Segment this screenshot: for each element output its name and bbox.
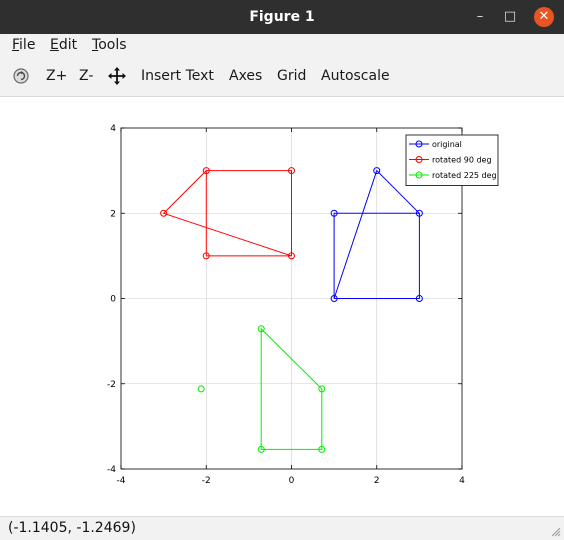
zoom-out-button[interactable]: Z- bbox=[79, 68, 94, 84]
grid-button[interactable]: Grid bbox=[277, 68, 307, 84]
menu-edit-mnemonic: E bbox=[50, 37, 59, 53]
menu-file-mnemonic: F bbox=[12, 37, 20, 53]
data-point bbox=[330, 209, 338, 217]
minimize-button[interactable]: – bbox=[476, 9, 484, 24]
window-title: Figure 1 bbox=[249, 9, 315, 25]
window-titlebar[interactable]: Figure 1 – □ ✕ bbox=[0, 0, 564, 34]
x-tick-label: 4 bbox=[459, 476, 465, 486]
plot-canvas[interactable]: -4 -2 0 2 4 -4 -2 0 2 4 original rotated 90 deg rot… bbox=[0, 97, 564, 516]
data-point bbox=[202, 167, 210, 175]
series-line bbox=[162, 170, 292, 257]
menu-file[interactable]: File bbox=[12, 37, 35, 53]
legend-swatch-marker bbox=[415, 140, 423, 148]
data-point bbox=[257, 325, 265, 333]
data-point bbox=[318, 445, 326, 453]
menu-edit-label: dit bbox=[58, 37, 78, 53]
data-point bbox=[288, 167, 295, 175]
statusbar: (-1.1405, -1.2469) bbox=[0, 516, 564, 540]
insert-text-button[interactable]: Insert Text bbox=[141, 68, 214, 84]
data-point bbox=[415, 209, 423, 217]
y-tick-label: 2 bbox=[110, 209, 116, 219]
data-point bbox=[373, 167, 381, 175]
data-point bbox=[288, 252, 295, 260]
y-tick-label: -2 bbox=[107, 380, 116, 390]
series-line bbox=[333, 169, 420, 299]
ticks: -4 -2 0 2 4 -4 -2 0 2 4 bbox=[107, 124, 465, 486]
menubar: File Edit Tools bbox=[0, 34, 564, 58]
maximize-button[interactable]: □ bbox=[503, 9, 517, 24]
data-point bbox=[415, 295, 423, 302]
cursor-coordinates: (-1.1405, -1.2469) bbox=[8, 520, 136, 536]
legend-swatch-marker bbox=[415, 156, 423, 163]
close-button[interactable]: ✕ bbox=[534, 7, 554, 27]
data-point bbox=[330, 295, 338, 302]
data-point bbox=[160, 209, 168, 217]
menu-file-label: ile bbox=[19, 37, 36, 53]
menu-tools-label: ools bbox=[98, 37, 127, 53]
y-tick-label: -4 bbox=[107, 465, 116, 475]
legend-label: original bbox=[432, 140, 462, 149]
chart[interactable]: -4 -2 0 2 4 -4 -2 0 2 4 original rotated 90 deg rot… bbox=[0, 97, 564, 516]
data-point bbox=[202, 252, 210, 260]
x-tick-label: 2 bbox=[374, 476, 380, 486]
x-tick-label: -4 bbox=[117, 476, 126, 486]
resize-grip-icon[interactable] bbox=[551, 527, 561, 537]
menu-tools-mnemonic: T bbox=[92, 37, 99, 53]
pan-icon[interactable] bbox=[108, 67, 126, 85]
legend-label: rotated 90 deg bbox=[432, 156, 492, 165]
menu-edit[interactable]: Edit bbox=[50, 37, 77, 53]
autoscale-button[interactable]: Autoscale bbox=[321, 68, 390, 84]
legend-label: rotated 225 deg bbox=[432, 171, 497, 180]
menu-tools[interactable]: Tools bbox=[92, 37, 127, 53]
x-tick-label: 0 bbox=[289, 476, 295, 486]
data-point bbox=[197, 385, 205, 393]
legend-swatch-marker bbox=[415, 171, 423, 179]
toolbar: Z+ Z- Insert Text Axes Grid Autoscale bbox=[0, 58, 564, 97]
x-tick-label: -2 bbox=[202, 476, 211, 486]
series-1 bbox=[160, 167, 295, 260]
series-0 bbox=[330, 167, 423, 302]
series-group bbox=[160, 167, 423, 453]
series-2 bbox=[197, 325, 326, 453]
data-point bbox=[257, 445, 265, 453]
data-point bbox=[318, 385, 326, 393]
axes-button[interactable]: Axes bbox=[229, 68, 263, 84]
zoom-in-button[interactable]: Z+ bbox=[46, 68, 68, 84]
y-tick-label: 0 bbox=[110, 295, 116, 305]
series-line bbox=[260, 327, 323, 450]
y-tick-label: 4 bbox=[110, 124, 116, 134]
rotate-icon[interactable] bbox=[12, 67, 30, 85]
legend: original rotated 90 deg rotated 225 deg bbox=[405, 134, 499, 186]
